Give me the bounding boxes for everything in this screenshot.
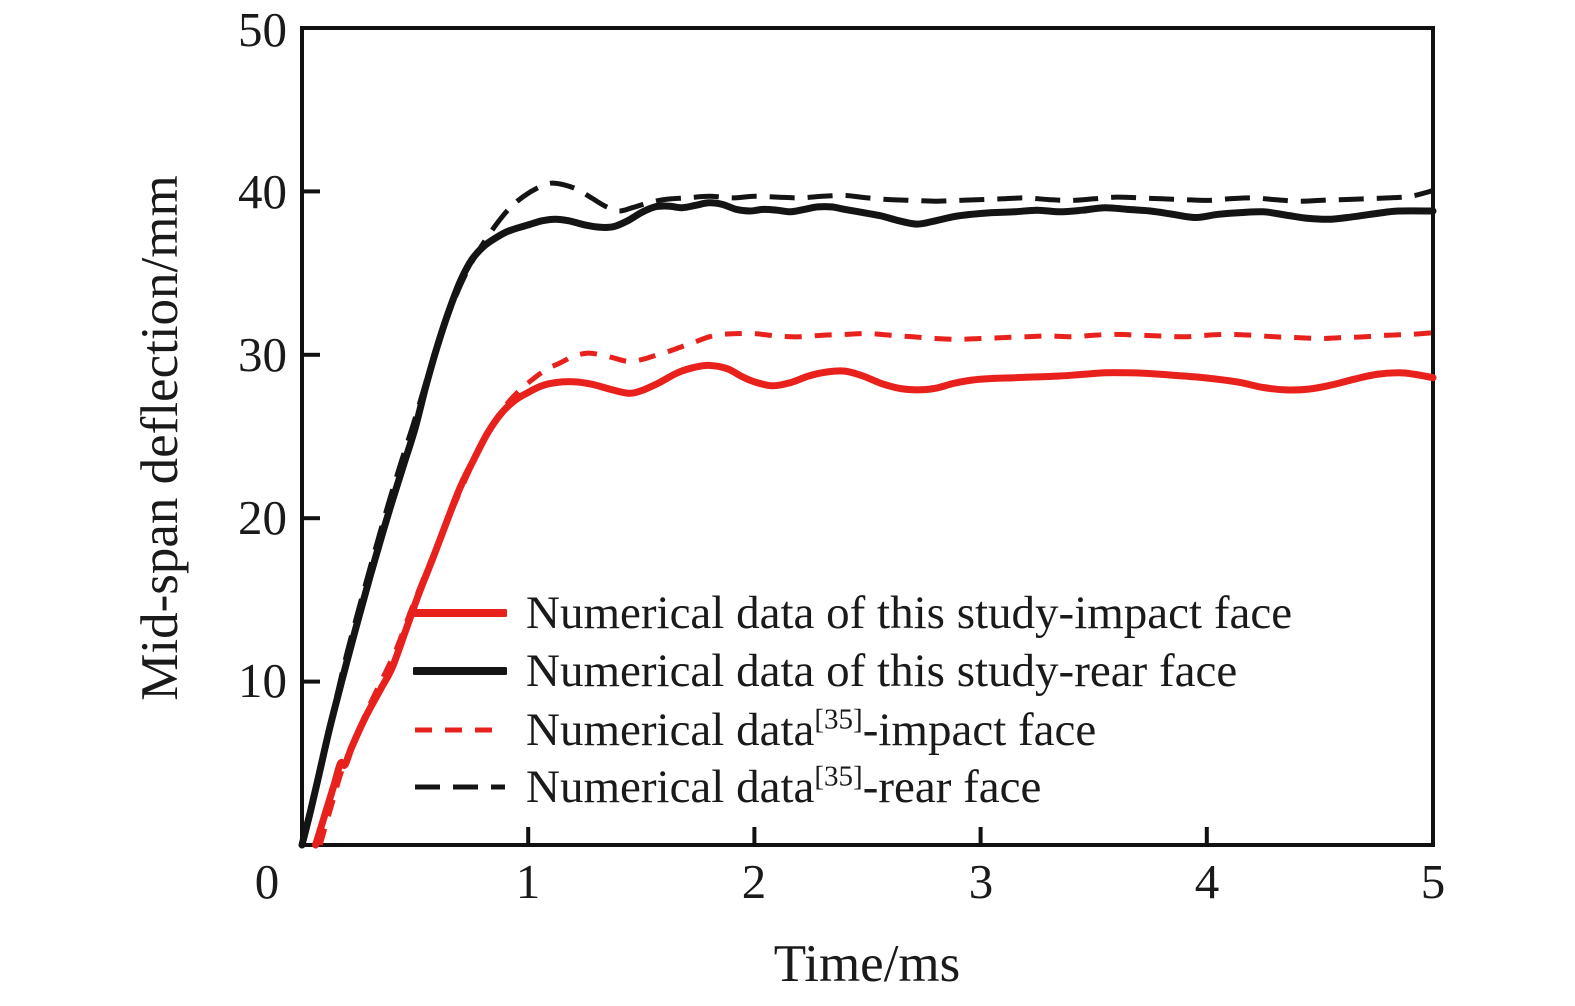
x-tick-label-1: 1 <box>515 854 541 909</box>
y-tick-label-40: 40 <box>238 164 287 219</box>
x-tick-label-0: 0 <box>254 854 280 909</box>
x-tick-label-2: 2 <box>741 854 767 909</box>
y-tick-label-10: 10 <box>238 653 287 708</box>
x-tick-label-5: 5 <box>1420 854 1446 909</box>
x-tick-label-4: 4 <box>1194 854 1220 909</box>
y-tick-label-50: 50 <box>238 2 287 57</box>
x-tick-label-3: 3 <box>968 854 994 909</box>
y-axis-title: Mid-span deflection/mm <box>131 175 189 701</box>
y-tick-label-30: 30 <box>238 327 287 382</box>
x-axis-title: Time/ms <box>773 935 961 993</box>
y-tick-label-20: 20 <box>238 490 287 545</box>
